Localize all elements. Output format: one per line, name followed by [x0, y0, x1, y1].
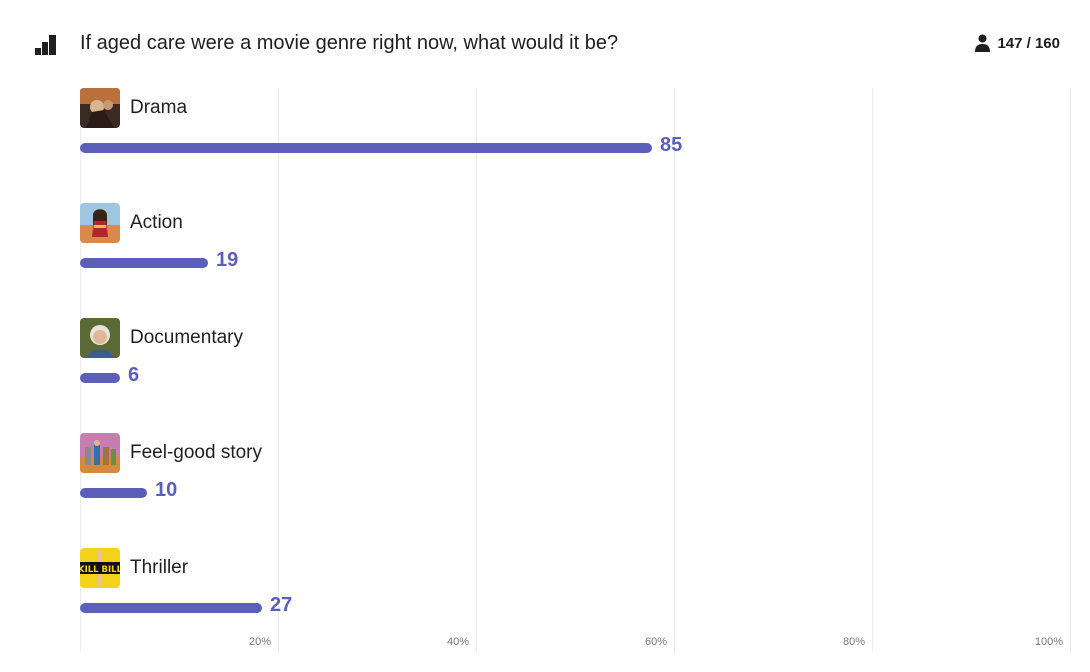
poll-option: Drama 85 [80, 88, 1080, 178]
gridline [80, 88, 81, 652]
gridline [1070, 88, 1071, 652]
x-tick-label: 100% [1034, 636, 1063, 648]
bar-value-label: 10 [155, 479, 178, 501]
person-icon [975, 34, 991, 52]
thriller-poster-thumbnail: KILL BILL [80, 548, 120, 588]
result-bar [80, 143, 652, 153]
gridline [674, 88, 675, 652]
gridline [476, 88, 477, 652]
poll-option: Action 19 [80, 203, 1080, 293]
bar-chart-icon [35, 35, 56, 55]
x-tick-label: 40% [446, 636, 469, 648]
option-label: Drama [130, 97, 188, 118]
poll-option: Documentary 6 [80, 318, 1080, 408]
drama-poster-thumbnail [80, 88, 120, 128]
result-bar [80, 258, 208, 268]
option-label: Feel-good story [130, 442, 263, 463]
documentary-portrait-thumbnail [80, 318, 120, 358]
gridline [872, 88, 873, 652]
gridline [278, 88, 279, 652]
result-bar [80, 488, 147, 498]
svg-text:KILL BILL: KILL BILL [80, 565, 120, 575]
option-label: Action [130, 212, 183, 233]
poll-option: KILL BILL Thriller 27 [80, 548, 1080, 638]
result-bar [80, 373, 120, 383]
poll-question: If aged care were a movie genre right no… [80, 32, 619, 54]
bar-value-label: 19 [216, 249, 239, 271]
bar-value-label: 85 [660, 134, 683, 156]
result-bar [80, 603, 262, 613]
poll-header: If aged care were a movie genre right no… [0, 0, 1090, 88]
option-label: Documentary [130, 327, 243, 348]
option-label: Thriller [130, 557, 189, 578]
x-tick-label: 80% [842, 636, 865, 648]
x-tick-label: 60% [644, 636, 667, 648]
response-count-text: 147 / 160 [997, 34, 1060, 52]
x-tick-label: 20% [248, 636, 271, 648]
feel-good-poster-thumbnail [80, 433, 120, 473]
action-poster-thumbnail [80, 203, 120, 243]
poll-option: Feel-good story 10 [80, 433, 1080, 523]
bar-value-label: 6 [128, 364, 140, 386]
response-count: 147 / 160 [975, 34, 1060, 52]
bar-value-label: 27 [270, 594, 293, 616]
